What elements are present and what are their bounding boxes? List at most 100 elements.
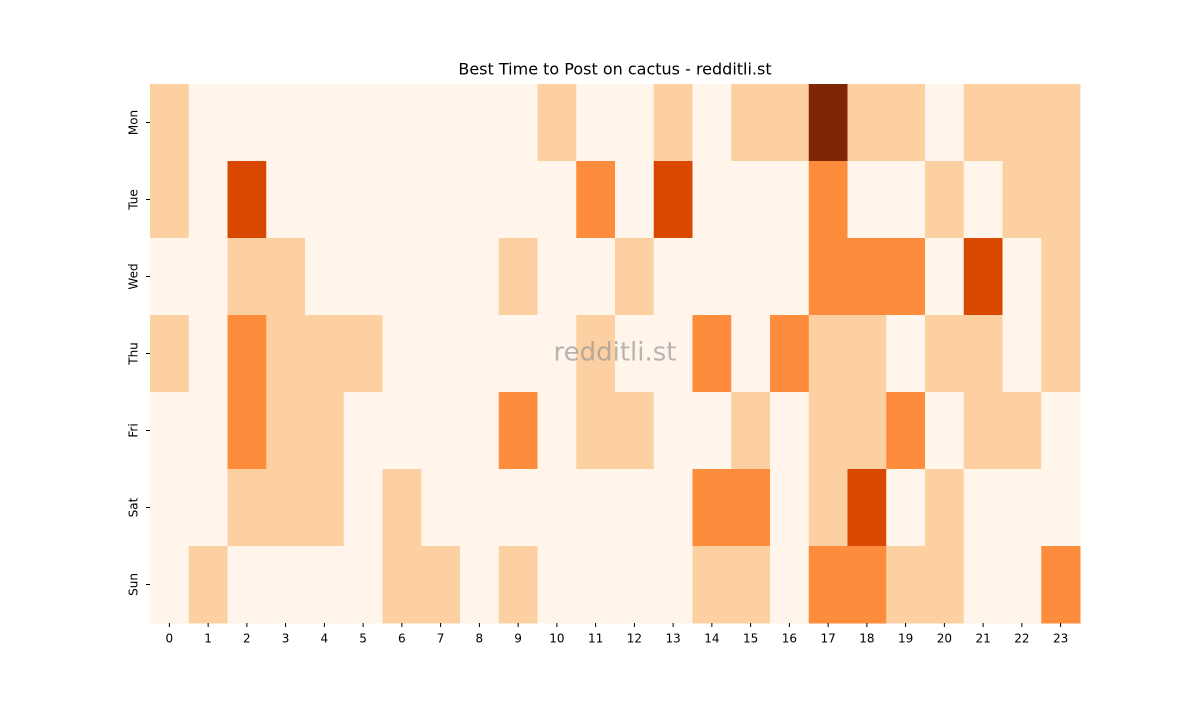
heat-cell [808,469,848,547]
x-tick-label: 14 [704,632,719,646]
heat-cell [382,315,422,393]
heat-cell [1002,161,1042,239]
heat-cell [227,161,267,239]
heat-cell [266,392,306,470]
heat-cell [1041,469,1081,547]
heat-cell [421,315,461,393]
heat-cell [266,161,306,239]
heat-cell [925,238,965,316]
x-tick-label: 19 [898,632,913,646]
heat-cell [963,315,1003,393]
heat-cell [731,84,771,162]
heat-cell [653,469,693,547]
heat-cell [150,392,190,470]
heat-cell [421,469,461,547]
heat-cell [615,84,655,162]
heat-cell [188,546,228,624]
heat-cell [925,315,965,393]
heat-cell [770,238,810,316]
heat-cell [886,315,926,393]
heat-cell [886,238,926,316]
heat-cell [770,84,810,162]
heat-cell [343,392,383,470]
heat-cell [1041,161,1081,239]
heat-cell [770,392,810,470]
heat-cell [925,84,965,162]
y-tick-label: Tue [127,189,141,211]
heat-cell [847,469,887,547]
x-tick-label: 0 [166,632,174,646]
x-tick-label: 9 [514,632,522,646]
heat-cell [343,238,383,316]
heat-cell [886,161,926,239]
x-tick-label: 8 [476,632,484,646]
heat-cell [421,238,461,316]
heat-cell [692,546,732,624]
heat-cell [460,84,500,162]
heat-cell [653,161,693,239]
heat-cell [615,469,655,547]
heat-cell [498,315,538,393]
heat-cell [382,238,422,316]
y-tick-label: Sat [127,497,141,517]
heat-cell [653,238,693,316]
heat-cell [382,469,422,547]
heat-cell [498,469,538,547]
heat-cell [150,161,190,239]
heat-cell [615,392,655,470]
heat-cell [731,392,771,470]
heat-cell [305,546,345,624]
x-tick-label: 4 [321,632,329,646]
heat-cell [963,469,1003,547]
heat-cell [343,315,383,393]
heat-cell [1002,469,1042,547]
heat-cell [847,238,887,316]
heatmap-cells [150,84,1081,624]
heat-cell [227,392,267,470]
y-tick-label: Mon [127,110,141,135]
heat-cell [1002,315,1042,393]
x-tick-label: 6 [398,632,406,646]
heat-cell [808,238,848,316]
x-tick-label: 15 [743,632,758,646]
heat-cell [305,84,345,162]
heat-cell [421,546,461,624]
heat-cell [266,315,306,393]
y-tick-label: Sun [127,573,141,596]
heat-cell [150,238,190,316]
heat-cell [731,315,771,393]
heat-cell [305,238,345,316]
heat-cell [1002,392,1042,470]
heat-cell [421,161,461,239]
heat-cell [382,161,422,239]
heat-cell [615,161,655,239]
heat-cell [770,315,810,393]
heat-cell [305,469,345,547]
heat-cell [1041,238,1081,316]
heat-cell [305,392,345,470]
heat-cell [421,84,461,162]
heat-cell [808,315,848,393]
heat-cell [498,392,538,470]
heat-cell [266,546,306,624]
heat-cell [227,469,267,547]
heat-cell [150,315,190,393]
heat-cell [537,546,577,624]
heat-cell [343,546,383,624]
x-tick-label: 22 [1014,632,1029,646]
heat-cell [498,84,538,162]
heat-cell [188,84,228,162]
heat-cell [1041,315,1081,393]
heat-cell [305,161,345,239]
heat-cell [382,84,422,162]
x-tick-label: 1 [204,632,212,646]
heat-cell [925,469,965,547]
x-tick-label: 16 [782,632,797,646]
x-tick-label: 5 [359,632,367,646]
heat-cell [808,161,848,239]
heat-cell [343,84,383,162]
heat-cell [576,238,616,316]
heat-cell [886,546,926,624]
heat-cell [150,469,190,547]
